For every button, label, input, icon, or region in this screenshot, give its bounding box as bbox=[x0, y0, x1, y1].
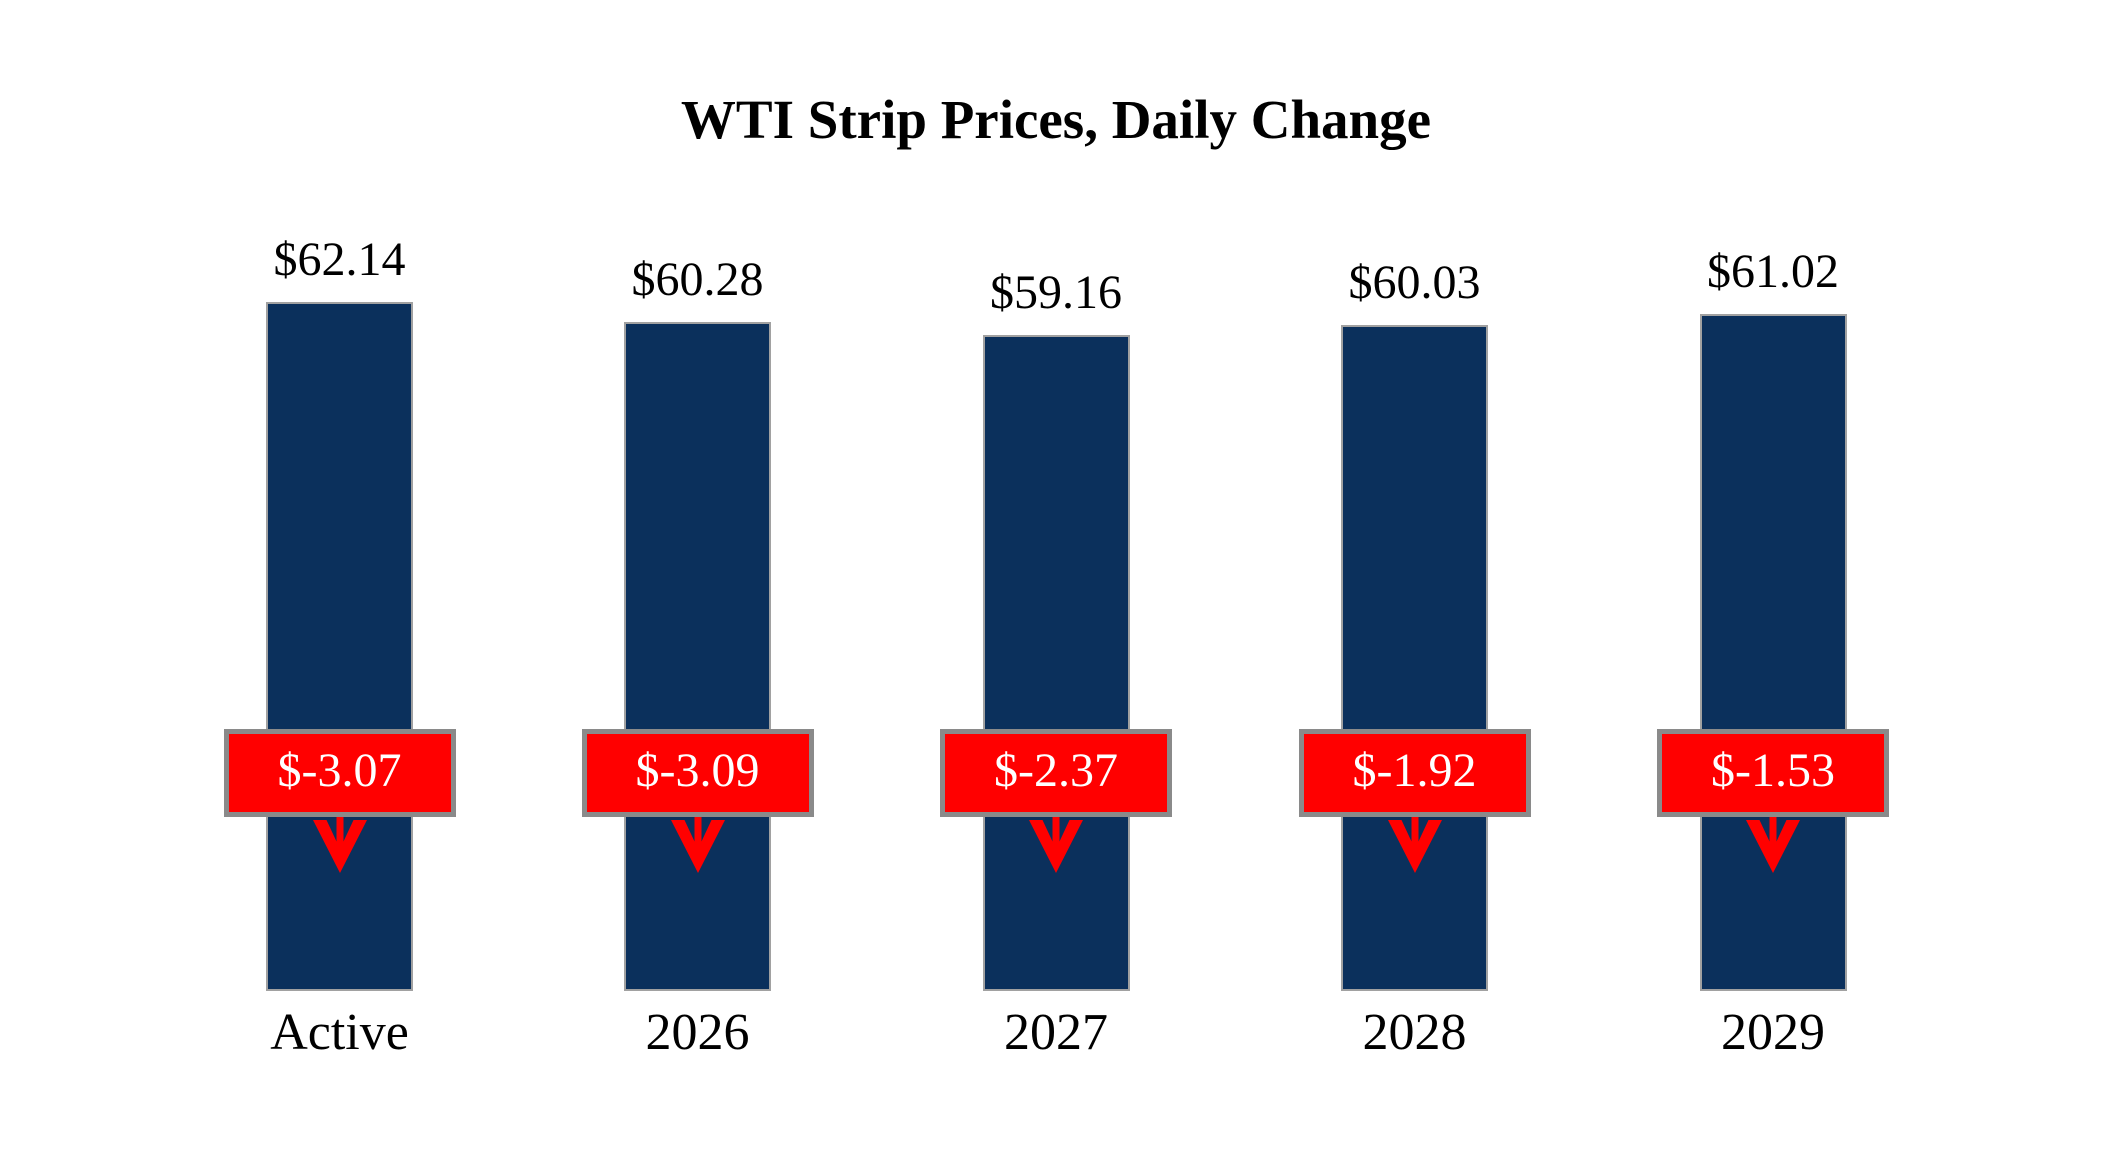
chart-title: WTI Strip Prices, Daily Change bbox=[680, 89, 1432, 150]
price-bar bbox=[1699, 314, 1847, 991]
bar-value-label: $62.14 bbox=[273, 233, 406, 286]
change-box: $-2.37 bbox=[940, 729, 1172, 817]
category-label: 2027 bbox=[1004, 1004, 1108, 1061]
down-arrow-icon bbox=[670, 817, 725, 873]
change-value: $-1.53 bbox=[1711, 744, 1835, 797]
change-box: $-1.53 bbox=[1657, 729, 1889, 817]
change-value: $-2.37 bbox=[994, 744, 1118, 797]
down-arrow-icon bbox=[1746, 817, 1800, 873]
bar-value-label: $60.03 bbox=[1348, 256, 1481, 309]
change-value: $-3.09 bbox=[635, 744, 760, 797]
price-bar bbox=[624, 322, 771, 991]
change-box: $-3.07 bbox=[223, 729, 456, 817]
category-label: 2026 bbox=[645, 1004, 750, 1061]
down-arrow-icon bbox=[1387, 817, 1442, 873]
change-box: $-1.92 bbox=[1298, 729, 1531, 817]
bar-value-label: $61.02 bbox=[1707, 245, 1839, 298]
price-bar bbox=[266, 302, 413, 991]
change-value: $-1.92 bbox=[1352, 744, 1477, 797]
down-arrow-icon bbox=[312, 817, 367, 873]
category-label: 2028 bbox=[1362, 1004, 1467, 1061]
price-bar bbox=[1341, 325, 1488, 991]
change-value: $-3.07 bbox=[277, 744, 402, 797]
down-arrow-icon bbox=[1029, 817, 1083, 873]
price-bar bbox=[982, 335, 1130, 991]
bar-value-label: $59.16 bbox=[990, 266, 1122, 319]
change-box: $-3.09 bbox=[581, 729, 814, 817]
category-label: 2029 bbox=[1721, 1004, 1825, 1061]
category-label: Active bbox=[270, 1004, 409, 1061]
bar-value-label: $60.28 bbox=[631, 253, 764, 306]
